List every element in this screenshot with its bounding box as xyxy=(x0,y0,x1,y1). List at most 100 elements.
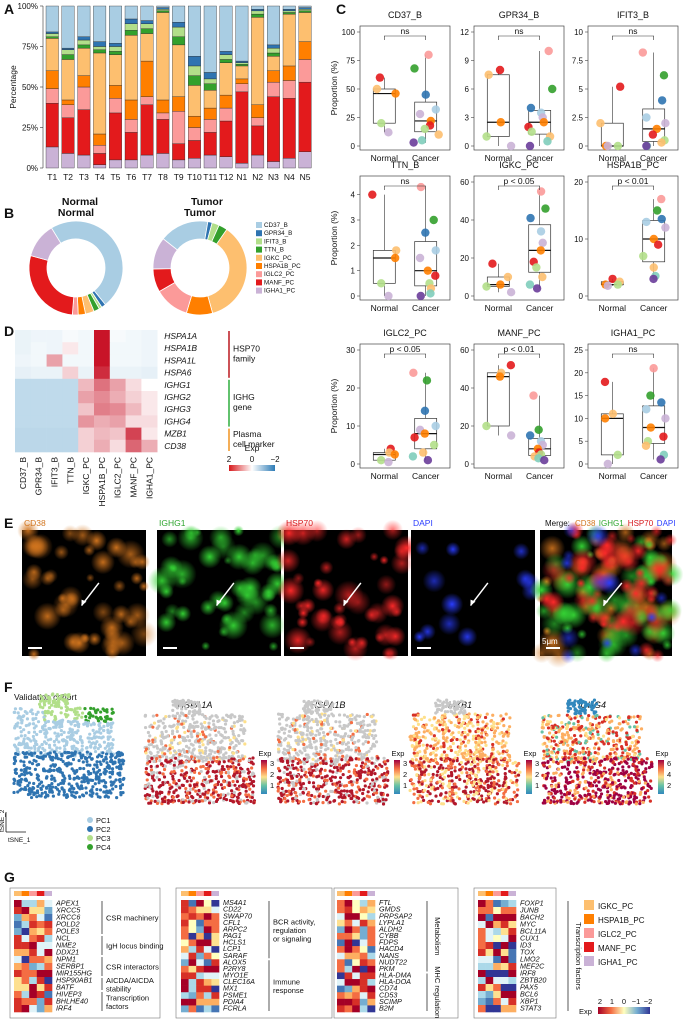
f-point xyxy=(497,788,501,793)
c-ytick-label: 0 xyxy=(351,292,356,301)
f-point xyxy=(189,725,194,729)
f-point xyxy=(208,733,212,737)
f-point xyxy=(109,725,113,729)
f-point xyxy=(36,791,40,795)
f-point xyxy=(230,789,234,793)
e-label-CD38: CD38 xyxy=(24,518,46,528)
f-point xyxy=(180,707,184,711)
f-point xyxy=(562,792,567,797)
f-point xyxy=(251,784,256,788)
f-point xyxy=(251,790,255,794)
f-point xyxy=(354,718,358,722)
f-point xyxy=(85,750,89,754)
a-bar-T2-HSPA1B_PC xyxy=(61,99,75,105)
e-merge-label-HSP70: HSP70 xyxy=(628,519,654,528)
f-point xyxy=(346,741,350,745)
f-point xyxy=(12,781,16,786)
f-point xyxy=(206,780,210,784)
f-point xyxy=(571,725,576,730)
f-point xyxy=(100,779,104,783)
a-bar-T7-IFIT3_B xyxy=(140,23,154,29)
f-point xyxy=(283,727,287,731)
f-point xyxy=(344,792,349,797)
f-point xyxy=(40,696,44,700)
a-xtick-label: T4 xyxy=(95,172,105,182)
c-dot-cancer xyxy=(429,215,438,225)
f-point xyxy=(186,700,190,704)
a-bar-N3-TTN_B xyxy=(267,52,280,57)
f-point xyxy=(440,786,444,790)
f-point xyxy=(202,775,207,780)
f-point xyxy=(80,715,84,719)
f-point xyxy=(421,735,425,739)
f-point xyxy=(428,759,432,764)
d-cell-IGHG2-CD37_B xyxy=(15,391,32,404)
b-legend-swatch-GPR34_B xyxy=(256,230,262,237)
f-point xyxy=(198,745,202,749)
f-point xyxy=(82,766,86,771)
f-point xyxy=(494,766,498,770)
f-point xyxy=(330,775,335,779)
f-point xyxy=(463,735,467,739)
f-point xyxy=(484,743,488,747)
a-bar-N3-IGLC2_PC xyxy=(267,81,280,97)
f-point xyxy=(323,757,327,761)
f-point xyxy=(471,783,475,787)
f-point xyxy=(451,741,455,746)
f-point xyxy=(182,700,186,705)
f-point xyxy=(106,742,110,746)
f-point xyxy=(250,766,254,770)
f-point xyxy=(80,711,85,715)
f-point xyxy=(485,726,490,730)
a-bar-N3-MANF_PC xyxy=(267,96,280,162)
f-point xyxy=(14,737,18,741)
a-bar-N3-IFIT3_B xyxy=(267,47,280,54)
c-dot-normal xyxy=(384,457,393,467)
f-point xyxy=(501,739,505,743)
f-point xyxy=(302,717,307,721)
f-point xyxy=(315,768,319,772)
f-point xyxy=(295,779,299,783)
panel-letter-B: B xyxy=(4,205,14,221)
f-point xyxy=(155,801,160,805)
f-point xyxy=(230,740,234,745)
f-point xyxy=(341,738,345,742)
f-point xyxy=(98,795,102,799)
f-point xyxy=(49,757,53,761)
f-point xyxy=(607,731,611,736)
f-point xyxy=(335,765,339,770)
f-point xyxy=(176,765,180,769)
f-point xyxy=(57,698,61,702)
f-point xyxy=(308,731,312,735)
f-point xyxy=(47,743,52,747)
f-point xyxy=(314,733,318,737)
f-point xyxy=(249,760,254,764)
f-point xyxy=(33,751,37,755)
f-point xyxy=(440,802,444,806)
f-point xyxy=(86,778,90,782)
f-point xyxy=(95,792,99,796)
c-dot-normal xyxy=(600,414,610,423)
f-point xyxy=(185,795,189,799)
f-point xyxy=(340,726,345,730)
f-point xyxy=(238,791,242,796)
f-point xyxy=(439,745,443,749)
f-point xyxy=(182,750,187,754)
f-point xyxy=(347,776,351,780)
f-point xyxy=(339,751,343,755)
f-point xyxy=(240,784,244,788)
f-point xyxy=(363,729,367,733)
d-col-label-IFIT3_B: IFIT3_B xyxy=(50,457,60,488)
c-dot-normal xyxy=(391,246,401,255)
b-title-Normal: Normal xyxy=(58,207,94,219)
f-point xyxy=(297,800,302,804)
f-point xyxy=(166,734,170,738)
f-point xyxy=(201,730,205,734)
f-point xyxy=(636,740,640,744)
f-point xyxy=(202,786,206,791)
f-point xyxy=(432,765,437,769)
f-point xyxy=(97,723,101,727)
f-scatter-IGHG4 xyxy=(540,698,654,806)
f-point xyxy=(17,742,21,747)
f-point xyxy=(355,800,359,804)
